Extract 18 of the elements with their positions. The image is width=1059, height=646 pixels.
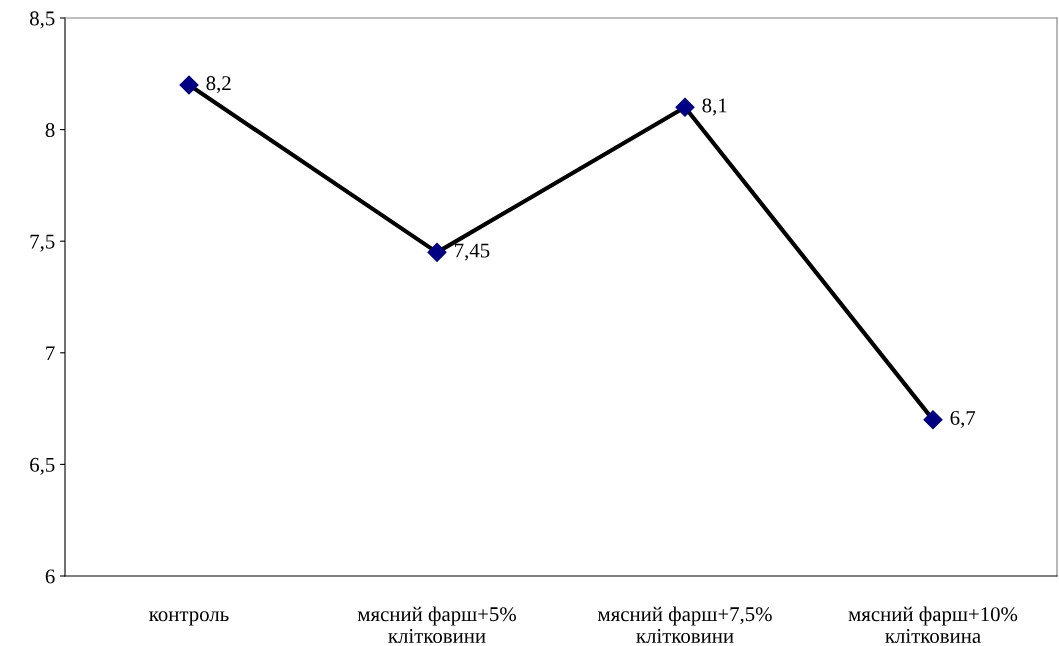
data-label: 8,2 <box>206 76 231 94</box>
y-tick-label: 8 <box>45 122 55 138</box>
x-tick-label: контроль <box>149 611 229 626</box>
data-label: 8,1 <box>702 98 727 116</box>
y-tick-label: 7 <box>46 346 55 361</box>
data-label: 6,7 <box>950 410 976 428</box>
x-tick-label: мясний фарш+5% клітковини <box>357 606 516 643</box>
x-tick-label: мясний фарш+7,5% клітковини <box>597 606 772 643</box>
point <box>923 410 943 430</box>
y-tick-label: 6,5 <box>30 457 55 475</box>
data-label: 7,45 <box>455 243 490 261</box>
x-tick-label: мясний фарш+10% клітковина <box>848 606 1018 643</box>
point <box>427 242 447 262</box>
point <box>179 75 199 95</box>
point <box>675 97 695 117</box>
y-tick-label: 8,5 <box>30 11 55 29</box>
y-tick-label: 7,5 <box>30 234 55 252</box>
y-tick-label: 6 <box>45 569 55 584</box>
